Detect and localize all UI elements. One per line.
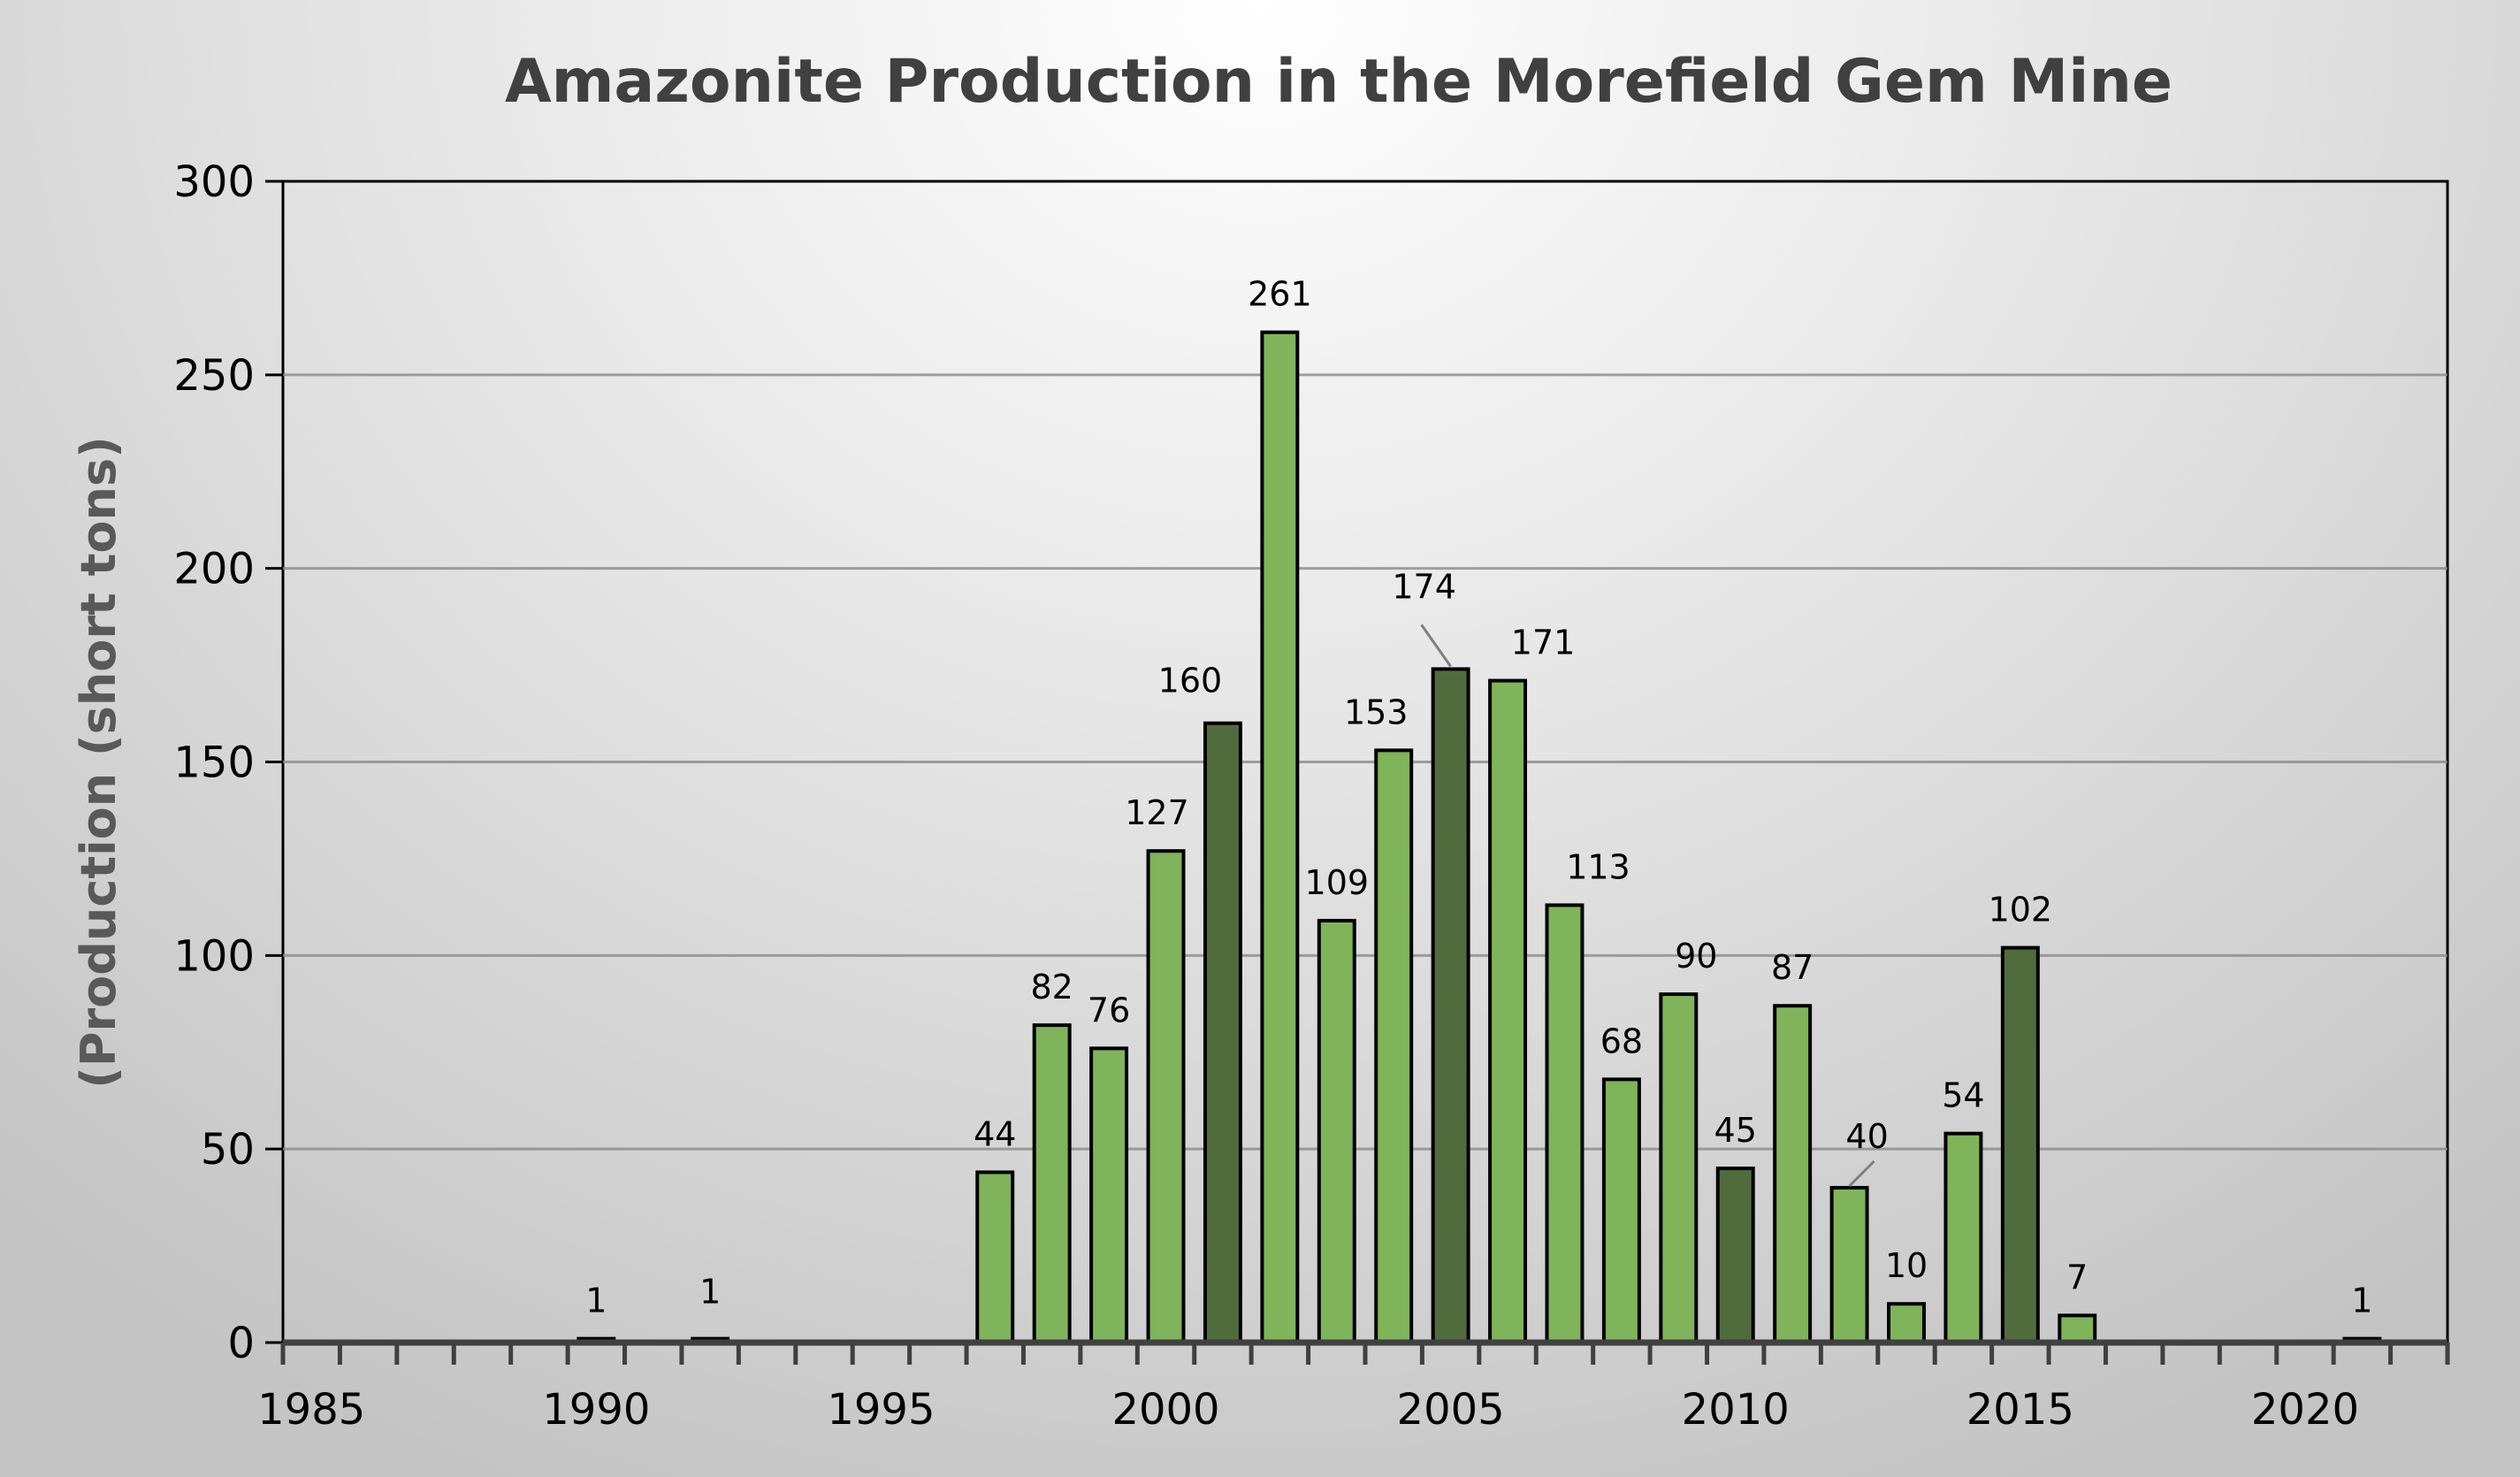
bars [577, 330, 2382, 1345]
bar-2014 [1943, 1131, 1983, 1345]
y-axis-label: (Production (short tons) [71, 436, 126, 1089]
bar-2012 [1829, 1185, 1869, 1345]
x-tick-label: 2000 [1111, 1385, 1219, 1435]
data-label-1990: 1 [585, 1282, 607, 1320]
x-tick-label: 2005 [1397, 1385, 1505, 1435]
y-tick-label: 300 [173, 157, 255, 207]
data-label-2007: 113 [1566, 847, 1630, 886]
data-label-2001: 160 [1158, 662, 1223, 700]
bar-2005 [1431, 667, 1470, 1344]
y-tick-label: 250 [173, 351, 255, 401]
bar-2006 [1488, 678, 1528, 1344]
data-label-2021: 1 [2351, 1282, 2372, 1320]
y-tick-label: 150 [173, 738, 255, 788]
leader-line-2005 [1420, 624, 1452, 668]
y-tick-label: 0 [227, 1319, 255, 1368]
data-label-2006: 171 [1511, 624, 1576, 662]
y-tick-label: 50 [201, 1125, 255, 1175]
axes: 0 50 100 150 200 250 300 1985 1990 1995 2000 2005 20… [173, 157, 2450, 1435]
data-label-2010: 45 [1714, 1111, 1757, 1150]
data-labels: 1 1 44 82 76 127 160 261 109 153 174 171 113 68 90 45 87… [585, 275, 2372, 1320]
y-tick-label: 200 [173, 545, 255, 594]
data-label-2009: 90 [1675, 937, 1717, 976]
data-label-2016: 7 [2066, 1258, 2088, 1297]
data-label-2013: 10 [1885, 1246, 1928, 1285]
chart-title: Amazonite Production in the Morefield Ge… [505, 47, 2173, 117]
data-label-2014: 54 [1942, 1076, 1984, 1115]
data-label-2004: 153 [1344, 693, 1409, 731]
x-tick-label: 1995 [827, 1385, 935, 1435]
data-label-2012: 40 [1845, 1117, 1888, 1156]
leader-line-2012 [1848, 1159, 1875, 1187]
bar-2007 [1545, 903, 1585, 1344]
bar-2002 [1260, 330, 1300, 1345]
data-label-2011: 87 [1771, 948, 1814, 987]
data-label-2002: 261 [1248, 275, 1312, 314]
bar-1998 [1032, 1023, 1072, 1344]
data-label-2005: 174 [1392, 567, 1456, 606]
data-label-1998: 82 [1031, 968, 1073, 1006]
gridlines [281, 180, 2449, 1344]
x-tick-label: 1990 [542, 1385, 650, 1435]
bar-2009 [1659, 992, 1699, 1344]
data-label-2015: 102 [1989, 891, 2053, 930]
data-label-2003: 109 [1305, 863, 1370, 902]
x-tick-label: 2020 [2251, 1385, 2359, 1435]
x-tick-label: 2015 [1966, 1385, 2074, 1435]
data-label-2008: 68 [1600, 1022, 1643, 1060]
y-tick-label: 100 [173, 931, 255, 981]
x-tick-label: 2010 [1682, 1385, 1790, 1435]
x-tick-label: 1985 [257, 1385, 365, 1435]
data-label-1992: 1 [699, 1273, 721, 1312]
bar-2003 [1317, 918, 1356, 1345]
bar-1999 [1089, 1046, 1129, 1344]
bar-2016 [2058, 1313, 2097, 1344]
bar-2008 [1601, 1077, 1641, 1345]
bar-2013 [1887, 1302, 1926, 1344]
data-label-1997: 44 [974, 1114, 1016, 1153]
bar-2010 [1715, 1167, 1755, 1345]
bar-2004 [1374, 748, 1414, 1344]
data-label-1999: 76 [1088, 991, 1130, 1029]
bar-2015 [2000, 945, 2040, 1344]
bar-2001 [1203, 721, 1242, 1344]
bar-2011 [1773, 1004, 1813, 1344]
data-label-2000: 127 [1125, 793, 1189, 832]
bar-2000 [1146, 849, 1186, 1344]
bar-1997 [975, 1170, 1015, 1344]
